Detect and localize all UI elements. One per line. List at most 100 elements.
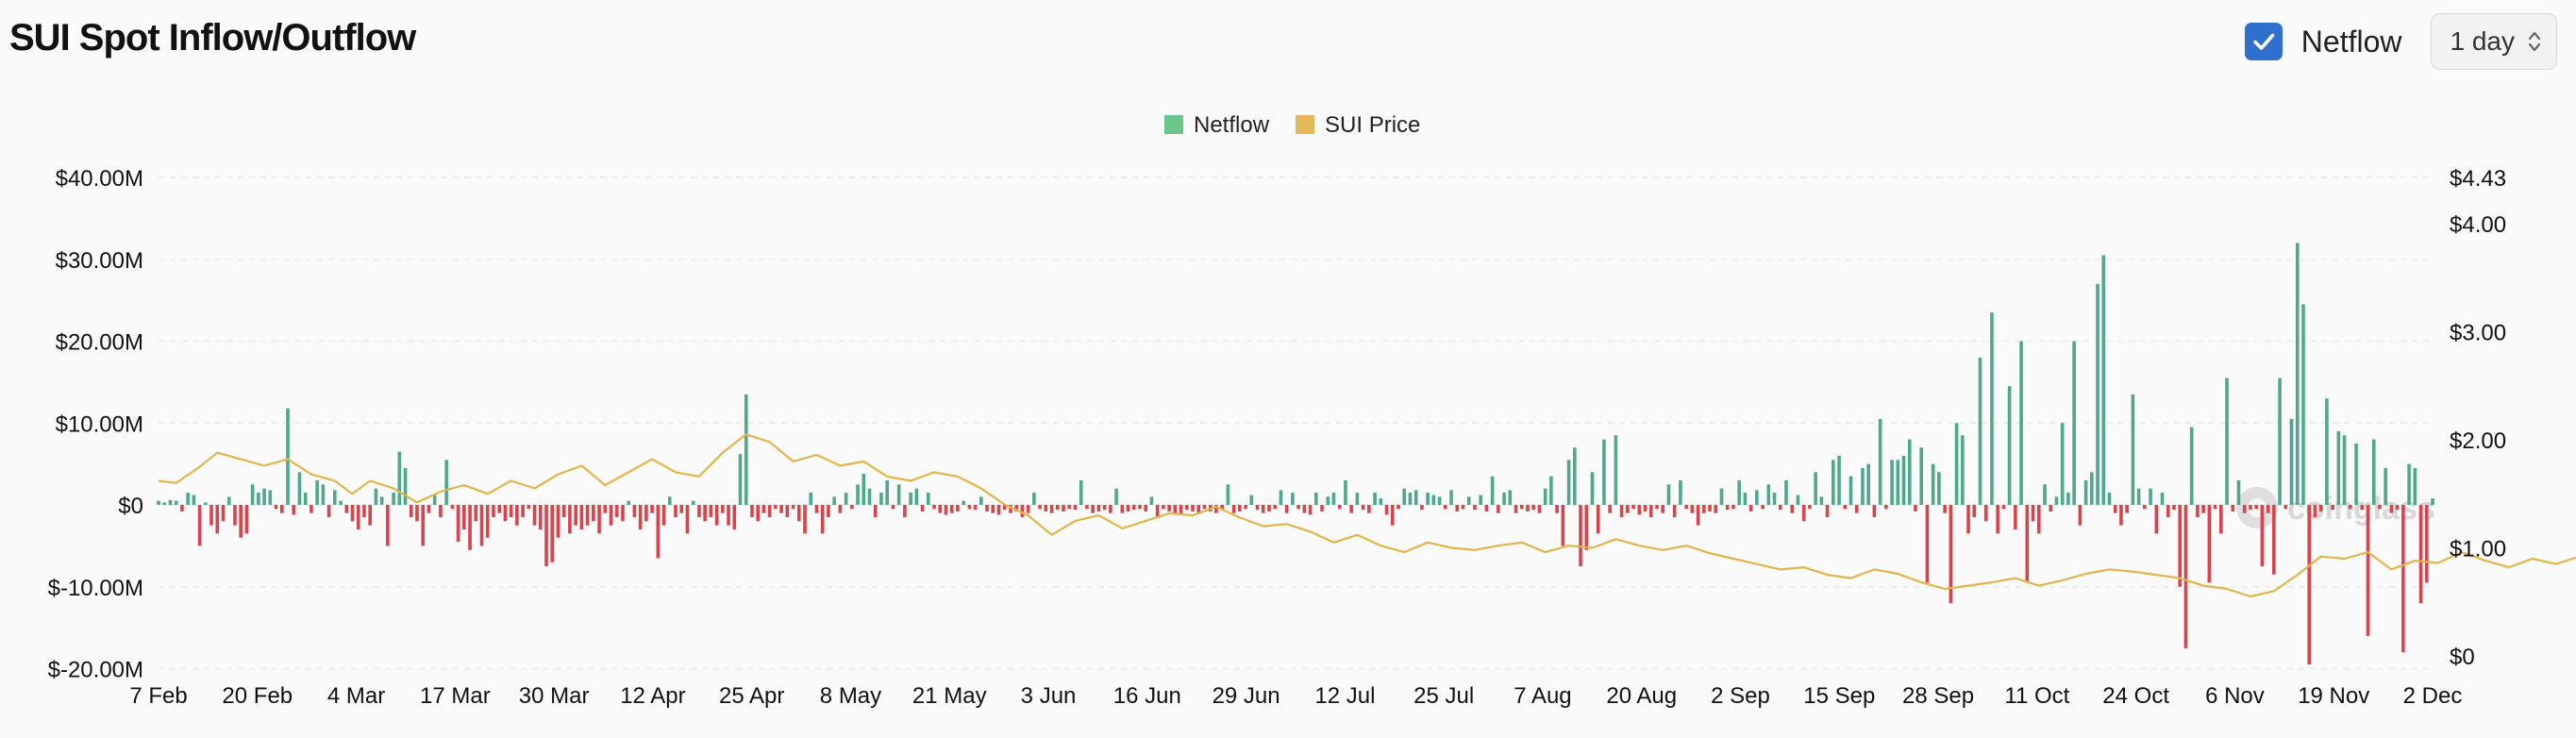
- inflow-bar[interactable]: [2149, 488, 2152, 505]
- outflow-bar[interactable]: [2349, 505, 2352, 510]
- inflow-bar[interactable]: [2295, 243, 2300, 505]
- inflow-bar[interactable]: [809, 492, 813, 505]
- inflow-bar[interactable]: [2236, 479, 2241, 506]
- outflow-bar[interactable]: [585, 505, 590, 526]
- outflow-bar[interactable]: [1384, 505, 1389, 515]
- inflow-bar[interactable]: [2325, 398, 2329, 506]
- outflow-bar[interactable]: [244, 505, 249, 534]
- outflow-bar[interactable]: [785, 505, 790, 518]
- inflow-bar[interactable]: [1766, 484, 1771, 505]
- outflow-bar[interactable]: [1091, 505, 1095, 513]
- outflow-bar[interactable]: [767, 505, 772, 518]
- outflow-bar[interactable]: [1943, 505, 1947, 513]
- outflow-bar[interactable]: [1397, 505, 1400, 510]
- inflow-bar[interactable]: [832, 496, 836, 506]
- outflow-bar[interactable]: [609, 505, 613, 526]
- outflow-bar[interactable]: [2154, 505, 2159, 534]
- inflow-bar[interactable]: [1379, 498, 1383, 505]
- outflow-bar[interactable]: [1144, 505, 1148, 512]
- netflow-toggle[interactable]: Netflow: [2244, 23, 2402, 60]
- inflow-bar[interactable]: [2354, 443, 2358, 505]
- outflow-bar[interactable]: [1062, 505, 1065, 512]
- inflow-bar[interactable]: [1832, 460, 1835, 505]
- outflow-bar[interactable]: [1302, 505, 1307, 513]
- inflow-bar[interactable]: [2278, 377, 2282, 505]
- outflow-bar[interactable]: [1337, 505, 1342, 510]
- inflow-bar[interactable]: [1819, 496, 1824, 506]
- inflow-bar[interactable]: [1961, 435, 1965, 505]
- outflow-bar[interactable]: [2125, 505, 2129, 513]
- outflow-bar[interactable]: [761, 505, 766, 513]
- outflow-bar[interactable]: [1196, 505, 1201, 513]
- outflow-bar[interactable]: [938, 505, 943, 513]
- outflow-bar[interactable]: [1925, 505, 1930, 583]
- outflow-bar[interactable]: [215, 505, 220, 534]
- outflow-bar[interactable]: [1526, 505, 1530, 512]
- inflow-bar[interactable]: [1784, 479, 1788, 506]
- inflow-bar[interactable]: [1901, 455, 1906, 505]
- inflow-bar[interactable]: [1502, 492, 1506, 505]
- outflow-bar[interactable]: [1126, 505, 1130, 512]
- inflow-bar[interactable]: [315, 479, 319, 506]
- outflow-bar[interactable]: [1725, 505, 1730, 511]
- outflow-bar[interactable]: [703, 505, 707, 522]
- inflow-bar[interactable]: [392, 492, 395, 505]
- inflow-bar[interactable]: [2054, 496, 2059, 506]
- outflow-bar[interactable]: [1983, 505, 1988, 522]
- inflow-bar[interactable]: [1796, 495, 1800, 505]
- outflow-bar[interactable]: [1202, 505, 1207, 510]
- outflow-bar[interactable]: [920, 505, 925, 512]
- inflow-bar[interactable]: [1437, 496, 1442, 506]
- outflow-bar[interactable]: [485, 505, 490, 538]
- outflow-bar[interactable]: [714, 505, 719, 526]
- outflow-bar[interactable]: [2036, 505, 2041, 534]
- outflow-bar[interactable]: [1067, 505, 1072, 510]
- outflow-bar[interactable]: [356, 505, 360, 530]
- inflow-bar[interactable]: [257, 492, 260, 505]
- inflow-bar[interactable]: [1402, 488, 1407, 505]
- inflow-bar[interactable]: [2289, 418, 2294, 505]
- inflow-bar[interactable]: [2131, 394, 2135, 505]
- outflow-bar[interactable]: [427, 505, 431, 513]
- inflow-bar[interactable]: [1355, 492, 1360, 505]
- inflow-bar[interactable]: [1291, 492, 1295, 505]
- inflow-bar[interactable]: [2066, 492, 2070, 505]
- outflow-bar[interactable]: [903, 505, 907, 518]
- outflow-bar[interactable]: [1443, 505, 1447, 510]
- inflow-bar[interactable]: [1331, 492, 1336, 505]
- inflow-bar[interactable]: [1954, 423, 1959, 505]
- outflow-bar[interactable]: [1484, 505, 1489, 512]
- outflow-bar[interactable]: [1655, 505, 1659, 510]
- outflow-bar[interactable]: [279, 505, 284, 513]
- outflow-bar[interactable]: [1608, 505, 1612, 513]
- outflow-bar[interactable]: [492, 505, 495, 518]
- outflow-bar[interactable]: [2025, 505, 2030, 583]
- inflow-bar[interactable]: [1426, 492, 1430, 505]
- outflow-bar[interactable]: [614, 505, 619, 518]
- outflow-bar[interactable]: [1672, 505, 1677, 518]
- outflow-bar[interactable]: [221, 505, 226, 522]
- outflow-bar[interactable]: [239, 505, 243, 538]
- outflow-bar[interactable]: [2231, 505, 2235, 512]
- outflow-bar[interactable]: [1255, 505, 1260, 511]
- inflow-bar[interactable]: [879, 492, 883, 505]
- outflow-bar[interactable]: [1002, 505, 1007, 511]
- outflow-bar[interactable]: [1014, 505, 1018, 512]
- outflow-bar[interactable]: [592, 505, 595, 522]
- inflow-bar[interactable]: [2371, 439, 2376, 505]
- outflow-bar[interactable]: [1514, 505, 1518, 513]
- outflow-bar[interactable]: [368, 505, 372, 526]
- outflow-bar[interactable]: [1349, 505, 1353, 513]
- outflow-bar[interactable]: [1648, 505, 1653, 518]
- outflow-bar[interactable]: [362, 505, 366, 518]
- outflow-bar[interactable]: [556, 505, 560, 538]
- outflow-bar[interactable]: [2395, 505, 2400, 511]
- inflow-bar[interactable]: [1772, 492, 1777, 505]
- outflow-bar[interactable]: [1778, 505, 1782, 511]
- outflow-bar[interactable]: [2389, 505, 2394, 513]
- outflow-bar[interactable]: [2424, 505, 2429, 583]
- outflow-bar[interactable]: [468, 505, 472, 550]
- inflow-bar[interactable]: [1919, 447, 1924, 505]
- outflow-bar[interactable]: [1284, 505, 1289, 513]
- outflow-bar[interactable]: [679, 505, 684, 513]
